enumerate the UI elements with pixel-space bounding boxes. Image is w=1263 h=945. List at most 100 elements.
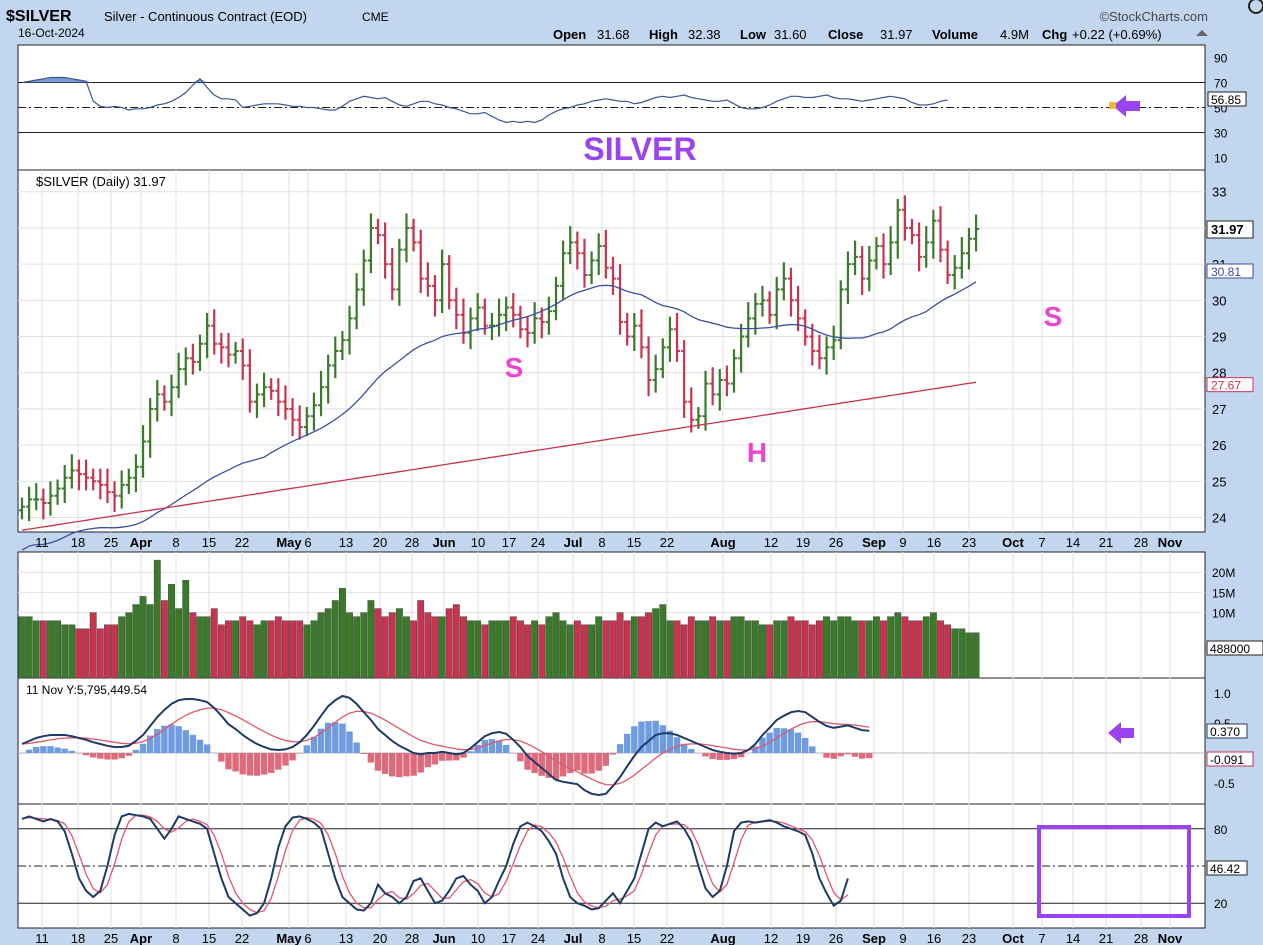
close-value: 31.97 <box>880 27 913 42</box>
volume-bar <box>780 620 788 679</box>
price-x-tick: 25 <box>104 535 118 550</box>
macd-histogram-bar <box>567 753 574 774</box>
macd-histogram-bar <box>659 725 666 753</box>
volume-bar <box>146 604 154 679</box>
macd-histogram-bar <box>716 753 723 760</box>
stoch-x-tick: 22 <box>235 931 249 945</box>
price-x-tick: 15 <box>202 535 216 550</box>
macd-histogram-bar <box>310 736 318 753</box>
volume-bar <box>524 624 531 679</box>
price-x-tick: Apr <box>130 535 152 550</box>
volume-bar <box>203 616 211 679</box>
volume-bar <box>225 620 232 679</box>
macd-histogram-bar <box>218 753 225 762</box>
volume-bar <box>972 632 980 679</box>
price-x-tick: 24 <box>531 535 545 550</box>
volume-bar <box>844 616 852 679</box>
volume-bar <box>253 624 261 679</box>
volume-bar <box>417 600 425 679</box>
macd-histogram-bar <box>837 753 844 757</box>
macd-histogram-bar <box>830 753 837 759</box>
volume-bar <box>346 612 353 679</box>
stoch-x-tick: 7 <box>1038 931 1045 945</box>
volume-bar <box>367 600 375 679</box>
macd-tick: 1.0 <box>1214 687 1231 701</box>
left-shoulder-label: S <box>505 352 524 383</box>
low-value: 31.60 <box>774 27 807 42</box>
macd-histogram-bar <box>858 753 866 759</box>
macd-histogram-bar <box>25 749 33 753</box>
stoch-k-line <box>21 812 849 917</box>
volume-bar <box>880 620 887 679</box>
macd-histogram-bar <box>609 753 617 755</box>
volume-bar <box>915 620 923 679</box>
volume-bar <box>766 624 774 679</box>
open-value: 31.68 <box>597 27 630 42</box>
rsi-value-box <box>1207 91 1247 107</box>
volume-bar <box>495 620 503 679</box>
volume-bar <box>175 608 183 679</box>
volume-bar <box>96 628 104 679</box>
macd-histogram-bar <box>268 753 275 773</box>
macd-histogram-bar <box>737 753 745 758</box>
volume-bar <box>595 616 603 679</box>
collapse-triangle-icon[interactable] <box>1196 30 1208 36</box>
rsi-tick: 10 <box>1214 152 1228 166</box>
macd-signal-line <box>21 707 870 786</box>
volume-bar <box>630 616 638 679</box>
volume-bar <box>168 584 175 679</box>
volume-bar <box>488 620 496 679</box>
volume-bar <box>709 616 717 679</box>
volume-bar <box>160 600 168 679</box>
rsi-last-value: 56.85 <box>1211 93 1241 107</box>
volume-bar <box>111 624 118 679</box>
volume-bar <box>25 616 33 679</box>
macd-histogram-bar <box>787 729 795 753</box>
macd-histogram-bar <box>730 753 738 760</box>
macd-histogram-bar <box>574 753 581 771</box>
volume-bar <box>751 620 759 679</box>
settings-gear-icon[interactable] <box>1248 0 1263 14</box>
volume-bar <box>82 628 90 679</box>
stoch-x-tick: 22 <box>660 931 674 945</box>
stoch-x-tick: 15 <box>627 931 641 945</box>
macd-histogram-bar <box>602 753 610 766</box>
macd-histogram-bar <box>652 720 659 753</box>
macd-histogram-bar <box>389 753 396 777</box>
macd-histogram-bar <box>495 740 503 753</box>
volume-bar <box>403 616 410 679</box>
rsi-marker-icon <box>1109 102 1116 109</box>
volume-bar <box>182 580 190 679</box>
volume-bar <box>937 620 944 679</box>
rsi-arrow-icon <box>1113 95 1140 117</box>
price-panel <box>17 169 1206 533</box>
volume-bar <box>460 616 467 679</box>
price-x-tick: Nov <box>1158 535 1183 550</box>
price-tick: 28 <box>1212 366 1226 381</box>
stoch-x-tick: 14 <box>1066 931 1080 945</box>
price-x-tick: Jul <box>564 535 583 550</box>
macd-histogram-bar <box>339 723 346 753</box>
macd-last-value: 0.370 <box>1210 725 1240 739</box>
stoch-x-tick: 28 <box>1134 931 1148 945</box>
macd-histogram-bar <box>97 753 104 759</box>
macd-histogram-bar <box>773 727 780 753</box>
stoch-x-tick: 6 <box>304 931 311 945</box>
volume-bar <box>360 612 368 679</box>
macd-histogram-bar <box>203 744 211 753</box>
volume-bar <box>39 620 47 679</box>
macd-histogram-bar <box>189 734 197 753</box>
stoch-x-tick: 24 <box>531 931 545 945</box>
volume-bar <box>887 616 895 679</box>
price-tick: 30 <box>1212 293 1226 308</box>
macd-histogram-bar <box>645 721 652 753</box>
volume-bar <box>602 620 610 679</box>
price-x-tick: 28 <box>405 535 419 550</box>
stoch-tick: 20 <box>1214 897 1228 911</box>
volume-bar <box>196 616 204 679</box>
volume-bar <box>381 616 389 679</box>
volume-bar <box>289 620 296 679</box>
macd-histogram-bar <box>552 753 560 780</box>
volume-bar <box>374 608 382 679</box>
